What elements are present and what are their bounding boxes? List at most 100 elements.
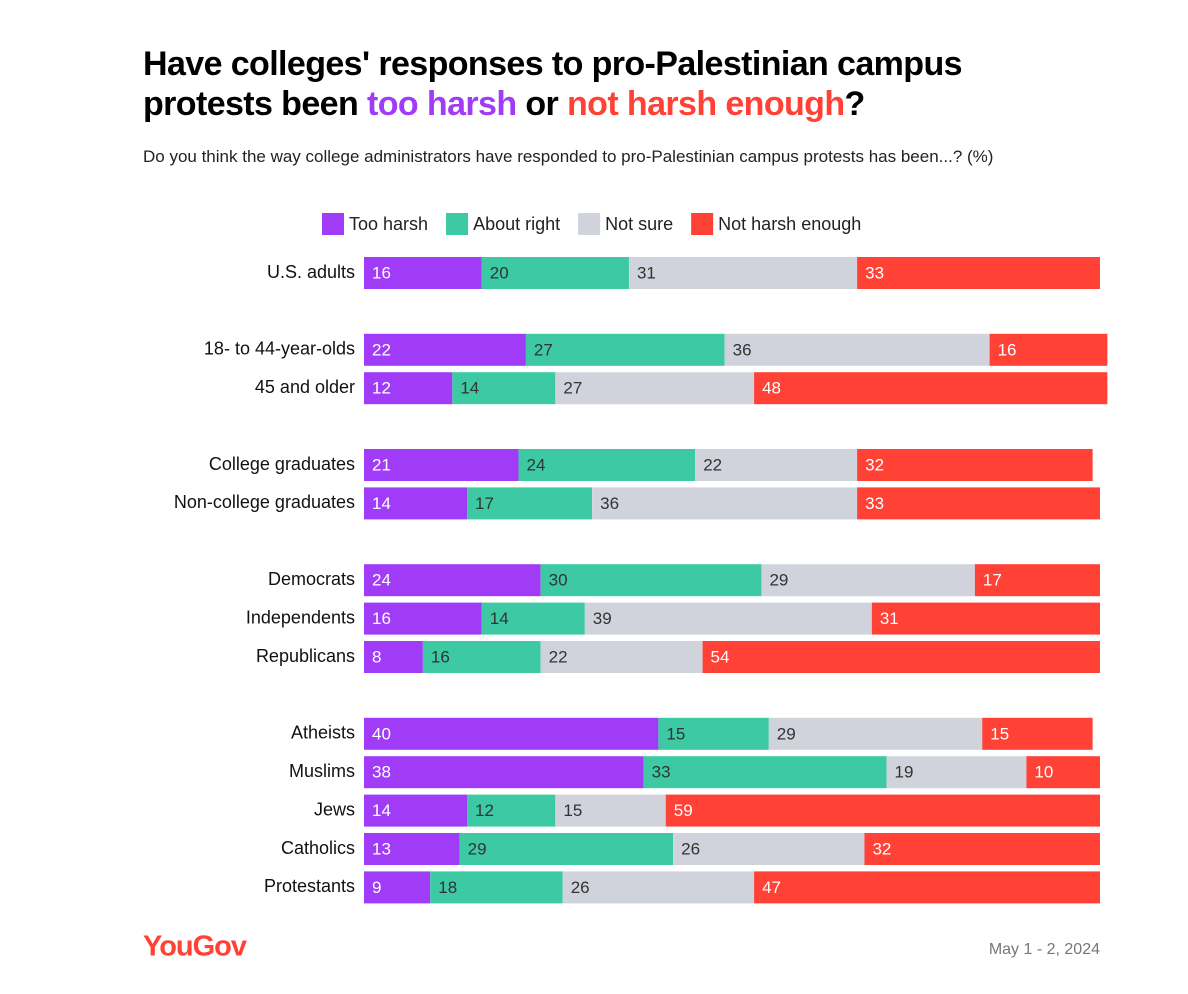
brand-logo: YouGov <box>143 931 247 963</box>
category-label: Independents <box>246 607 355 627</box>
value-label: 14 <box>460 379 479 398</box>
category-label: Non-college graduates <box>174 492 355 512</box>
legend-swatch <box>691 213 714 235</box>
value-label: 12 <box>475 801 494 820</box>
category-label: 18- to 44-year-olds <box>204 339 355 359</box>
value-label: 32 <box>865 455 884 474</box>
value-label: 22 <box>703 455 722 474</box>
chart-subtitle: Do you think the way college administrat… <box>143 147 994 166</box>
bar-segment <box>761 564 975 597</box>
bar-segment <box>364 871 431 904</box>
title-part: too harsh <box>367 85 517 123</box>
bar-segment <box>540 641 703 673</box>
value-label: 16 <box>998 340 1017 359</box>
category-label: 45 and older <box>255 377 355 397</box>
value-label: 33 <box>865 494 884 513</box>
legend-swatch <box>322 213 344 235</box>
bar-segment <box>364 833 460 865</box>
chart-title: Have colleges' responses to pro-Palestin… <box>143 44 1143 124</box>
bar-segment <box>871 602 1100 635</box>
value-label: 22 <box>372 340 391 359</box>
value-label: 14 <box>372 801 391 820</box>
bar-segment <box>1026 756 1100 789</box>
value-label: 38 <box>372 763 391 782</box>
bar-segment <box>467 487 593 520</box>
value-label: 8 <box>372 647 381 666</box>
value-label: 24 <box>372 571 391 590</box>
value-label: 14 <box>372 494 391 513</box>
bar-segment <box>643 756 887 789</box>
bar-segment <box>364 602 482 635</box>
bar-segment <box>555 794 666 827</box>
value-label: 15 <box>666 724 685 743</box>
bar-segment <box>430 871 563 904</box>
value-label: 15 <box>563 801 582 820</box>
value-label: 20 <box>490 263 509 282</box>
bar-segment <box>364 449 519 481</box>
value-label: 22 <box>549 647 568 666</box>
bar-segment <box>562 871 755 904</box>
bar-segment <box>864 833 1100 865</box>
title-part: ? <box>844 85 866 123</box>
date-note: May 1 - 2, 2024 <box>989 941 1100 958</box>
bar-segment <box>974 564 1100 597</box>
bar-segment <box>364 756 644 789</box>
value-label: 48 <box>762 379 781 398</box>
value-label: 17 <box>475 494 494 513</box>
bar-segment <box>540 564 762 597</box>
bar-segment <box>422 641 541 673</box>
value-label: 59 <box>674 801 693 820</box>
value-label: 47 <box>762 878 781 897</box>
bar-segment <box>724 333 990 366</box>
bar-segment <box>364 257 482 289</box>
value-label: 17 <box>983 571 1002 590</box>
title-part: or <box>516 85 567 123</box>
value-label: 36 <box>600 494 619 513</box>
bar-segment <box>857 449 1093 481</box>
bar-segment <box>364 717 659 750</box>
bar-segment <box>754 871 1100 904</box>
value-label: 39 <box>593 609 612 628</box>
value-label: 40 <box>372 724 391 743</box>
bar-segment <box>754 372 1108 405</box>
bar-segment <box>555 372 755 405</box>
value-label: 54 <box>711 647 730 666</box>
bar-segment <box>857 257 1100 289</box>
bar-segment <box>364 641 423 673</box>
value-label: 16 <box>372 263 391 282</box>
bar-segment <box>525 333 725 366</box>
bar-segment <box>364 372 453 405</box>
bar-segment <box>695 449 858 481</box>
value-label: 24 <box>527 455 546 474</box>
title-part: not harsh enough <box>567 85 845 123</box>
bar-segment <box>364 487 468 520</box>
legend-label: Not harsh enough <box>718 214 861 234</box>
category-label: Muslims <box>289 761 355 781</box>
legend-label: Not sure <box>605 214 673 234</box>
value-label: 12 <box>372 379 391 398</box>
bar-segment <box>658 717 769 750</box>
legend-label: Too harsh <box>349 214 428 234</box>
value-label: 15 <box>990 724 1009 743</box>
bar-segment <box>886 756 1027 789</box>
value-label: 31 <box>880 609 899 628</box>
bar-segment <box>989 333 1108 366</box>
value-label: 33 <box>652 763 671 782</box>
category-label: Protestants <box>264 876 355 896</box>
category-label: U.S. adults <box>267 262 355 282</box>
bar-segment <box>584 602 872 635</box>
bar-segment <box>481 257 629 289</box>
title-part: Have colleges' responses to pro-Palestin… <box>143 45 963 83</box>
title-part: protests been <box>143 85 367 123</box>
bar-segment <box>364 794 468 827</box>
value-label: 9 <box>372 878 381 897</box>
bar-segment <box>702 641 1100 673</box>
bar-segment <box>364 333 526 366</box>
category-label: Democrats <box>268 569 355 589</box>
value-label: 16 <box>431 647 450 666</box>
legend-swatch <box>446 213 469 235</box>
category-label: Republicans <box>256 646 355 666</box>
value-label: 33 <box>865 263 884 282</box>
